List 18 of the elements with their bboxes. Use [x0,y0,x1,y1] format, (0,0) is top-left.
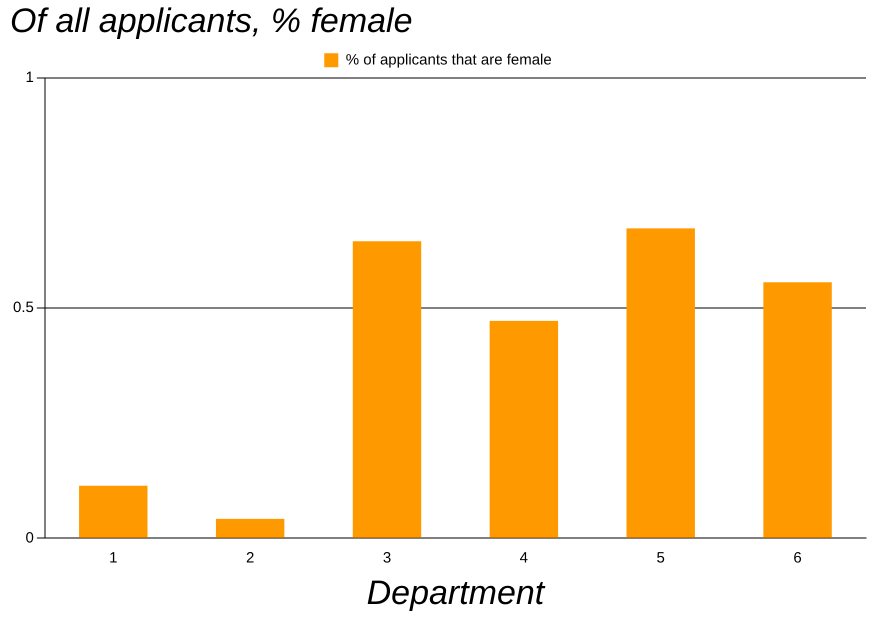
y-tick-label: 0 [26,529,34,546]
bar [490,320,558,538]
x-tick-label: 1 [109,549,118,566]
x-axis-title: Department [366,574,546,612]
y-tick-label: 0.5 [12,299,34,316]
bar [763,282,832,538]
legend-label: % of applicants that are female [346,51,552,68]
x-tick-label: 5 [656,549,665,566]
y-tick-label: 1 [26,68,34,86]
x-tick-label: 4 [520,549,528,566]
chart-title: Of all applicants, % female [10,2,413,40]
bar [79,486,148,538]
x-tick-label: 3 [382,549,392,566]
bar [216,518,284,538]
bar [626,228,695,538]
bar [352,241,422,538]
x-tick-label: 2 [246,549,254,566]
x-tick-label: 6 [793,549,802,566]
